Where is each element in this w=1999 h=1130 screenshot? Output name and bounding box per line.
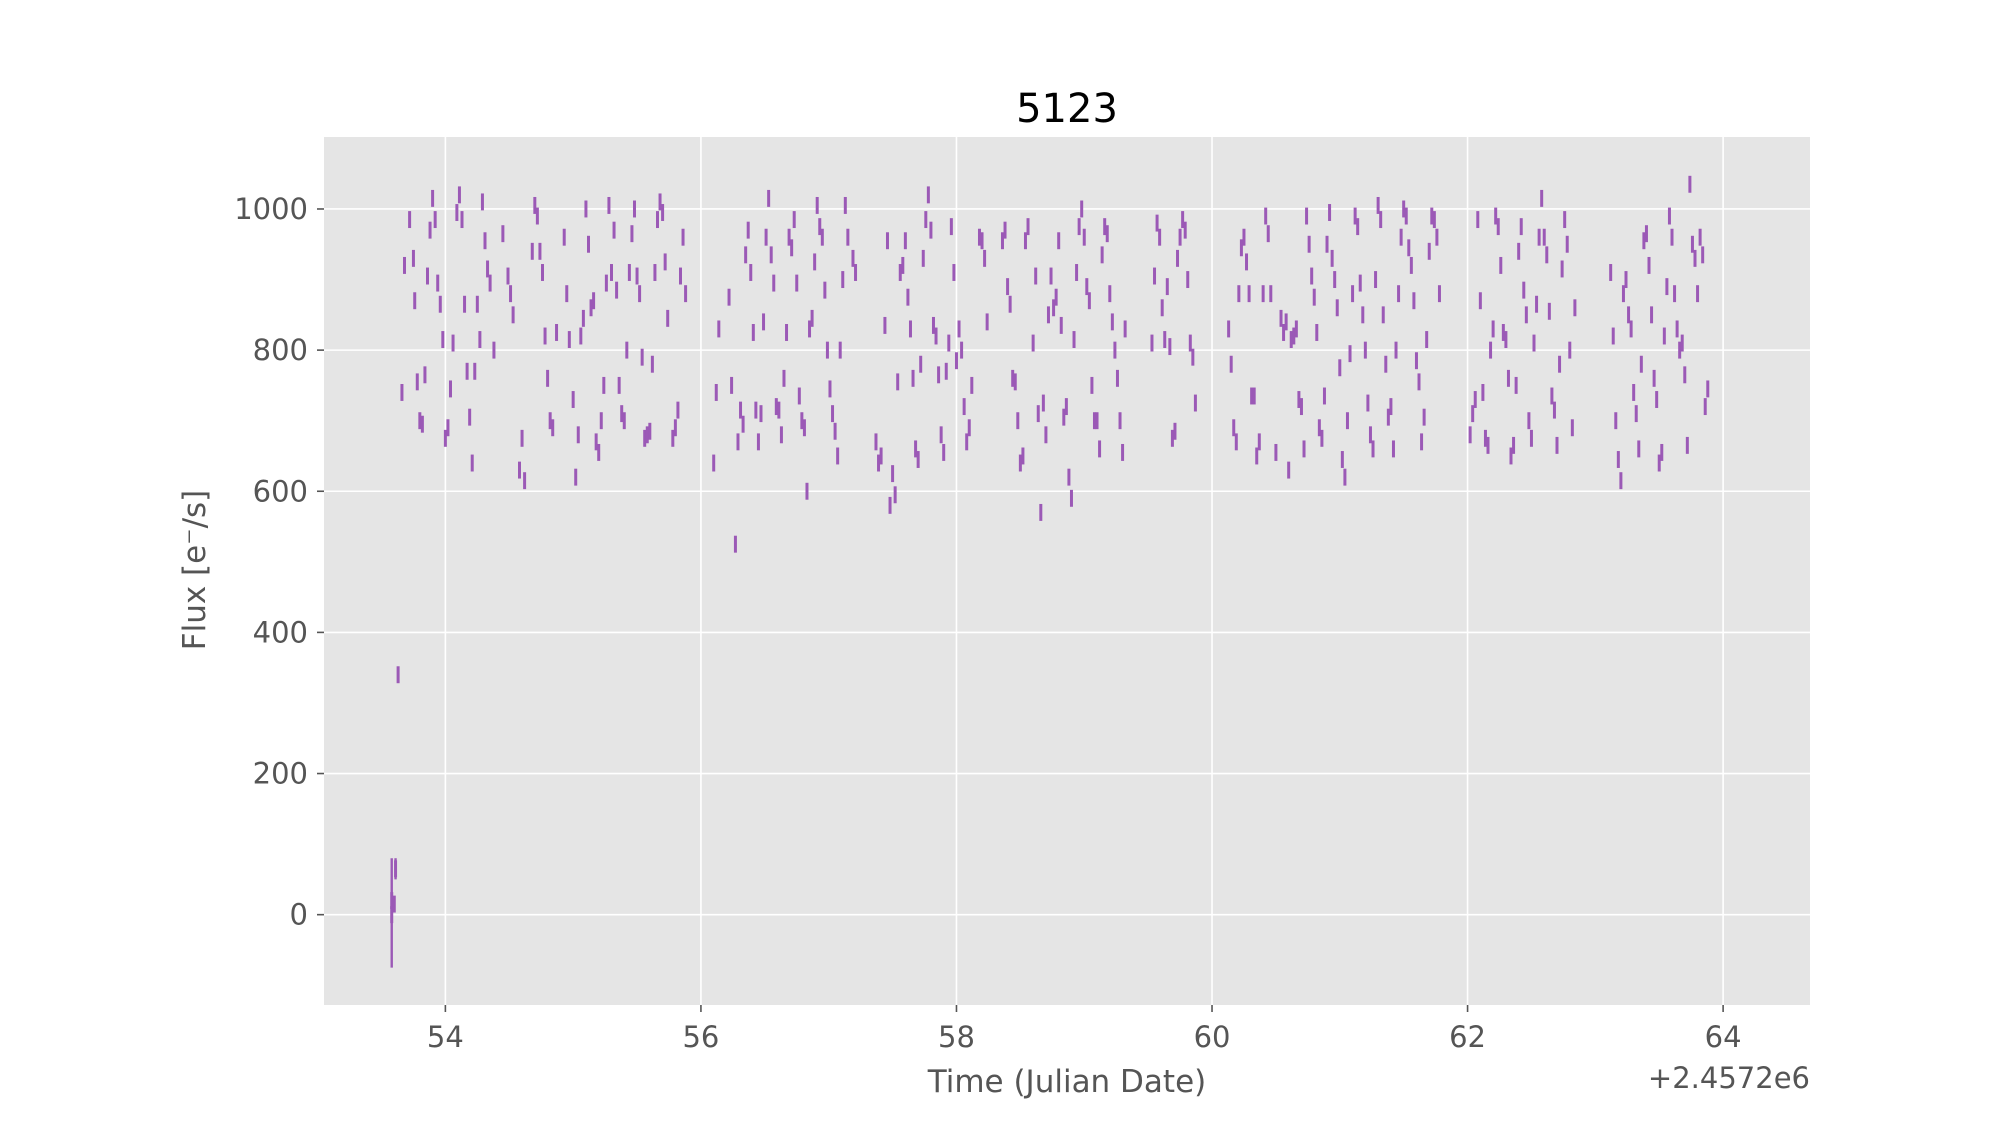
grid-lines — [324, 137, 1810, 1005]
y-tick-label: 600 — [253, 474, 308, 508]
y-axis-ticks: 0 200 400 600 800 1000 — [234, 192, 324, 932]
y-tick-label: 200 — [253, 757, 308, 791]
x-tick-label: 62 — [1449, 1020, 1486, 1054]
chart-title: 5123 — [1016, 86, 1118, 132]
y-tick-label: 0 — [290, 898, 308, 932]
x-tick-label: 60 — [1194, 1020, 1231, 1054]
x-axis-offset-label: +2.4572e6 — [1648, 1061, 1810, 1095]
x-tick-label: 64 — [1705, 1020, 1742, 1054]
plot-background — [324, 137, 1810, 1005]
data-points — [390, 175, 1710, 968]
y-tick-label: 800 — [253, 333, 308, 367]
y-tick-label: 400 — [253, 615, 308, 649]
x-axis-ticks: 54 56 58 60 62 64 — [427, 1005, 1742, 1054]
x-tick-label: 54 — [427, 1020, 464, 1054]
y-axis-label: Flux [e⁻/s] — [177, 490, 213, 651]
x-axis-label: Time (Julian Date) — [927, 1064, 1207, 1100]
x-tick-label: 56 — [682, 1020, 719, 1054]
y-tick-label: 1000 — [234, 192, 308, 226]
x-tick-label: 58 — [938, 1020, 975, 1054]
